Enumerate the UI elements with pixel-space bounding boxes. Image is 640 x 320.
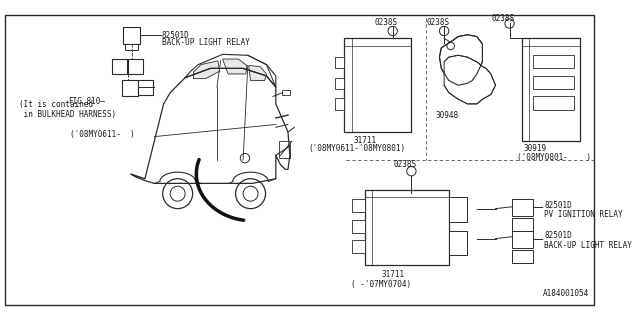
Bar — [344, 38, 412, 132]
Bar — [138, 80, 154, 94]
Bar — [351, 199, 365, 212]
Bar — [335, 57, 344, 68]
Text: PV IGNITION RELAY: PV IGNITION RELAY — [544, 211, 623, 220]
Polygon shape — [249, 66, 266, 81]
Bar — [128, 59, 143, 74]
Text: ('08MY0611-  ): ('08MY0611- ) — [70, 130, 135, 139]
Bar — [122, 80, 138, 96]
Bar — [522, 38, 580, 141]
Text: 0238S: 0238S — [394, 160, 417, 169]
Polygon shape — [440, 35, 483, 85]
Circle shape — [447, 42, 454, 50]
Bar — [351, 240, 365, 253]
Text: 82501D: 82501D — [544, 231, 572, 240]
Bar — [513, 199, 533, 216]
Circle shape — [505, 19, 514, 28]
Circle shape — [240, 154, 250, 163]
Text: (It is contained: (It is contained — [19, 100, 93, 109]
Text: BACK-UP LIGHT RELAY: BACK-UP LIGHT RELAY — [544, 241, 632, 250]
Text: 30919: 30919 — [524, 144, 547, 153]
Circle shape — [406, 166, 416, 176]
Polygon shape — [223, 59, 247, 74]
Polygon shape — [444, 55, 495, 104]
Bar — [351, 220, 365, 233]
Bar — [533, 76, 574, 89]
Text: 82501D: 82501D — [544, 201, 572, 210]
Text: 31711: 31711 — [353, 136, 376, 145]
Text: 82501D: 82501D — [162, 31, 189, 40]
Text: A184001054: A184001054 — [543, 289, 589, 298]
Text: 0238S: 0238S — [426, 18, 449, 27]
Bar — [533, 96, 574, 109]
Bar — [513, 250, 533, 263]
Text: ('08MY0801-    ): ('08MY0801- ) — [517, 153, 591, 162]
Text: FIG.810—: FIG.810— — [68, 97, 105, 106]
Bar — [282, 90, 290, 95]
Circle shape — [236, 179, 266, 209]
Circle shape — [170, 186, 185, 201]
Circle shape — [163, 179, 193, 209]
Text: 30948: 30948 — [435, 111, 458, 120]
Polygon shape — [193, 61, 220, 79]
Bar — [449, 197, 467, 222]
Bar — [335, 78, 344, 89]
Bar — [365, 190, 449, 265]
Bar — [335, 98, 344, 109]
Bar — [513, 231, 533, 248]
Text: BACK-UP LIGHT RELAY: BACK-UP LIGHT RELAY — [162, 38, 250, 47]
Bar — [125, 44, 138, 50]
Text: 31711: 31711 — [381, 270, 404, 279]
Text: 0238S: 0238S — [492, 14, 515, 23]
Text: 0238S: 0238S — [374, 18, 397, 27]
Bar — [112, 59, 127, 74]
Bar — [533, 55, 574, 68]
Bar — [124, 27, 140, 44]
Circle shape — [388, 26, 397, 36]
Bar — [513, 218, 533, 233]
Text: ( -'07MY0704): ( -'07MY0704) — [351, 280, 412, 289]
Text: in BULKHEAD HARNESS): in BULKHEAD HARNESS) — [19, 109, 116, 118]
Circle shape — [440, 26, 449, 36]
Bar — [278, 141, 290, 158]
Circle shape — [243, 186, 258, 201]
Bar — [449, 231, 467, 255]
Text: ('08MY0611-'08MY0801): ('08MY0611-'08MY0801) — [308, 144, 406, 153]
